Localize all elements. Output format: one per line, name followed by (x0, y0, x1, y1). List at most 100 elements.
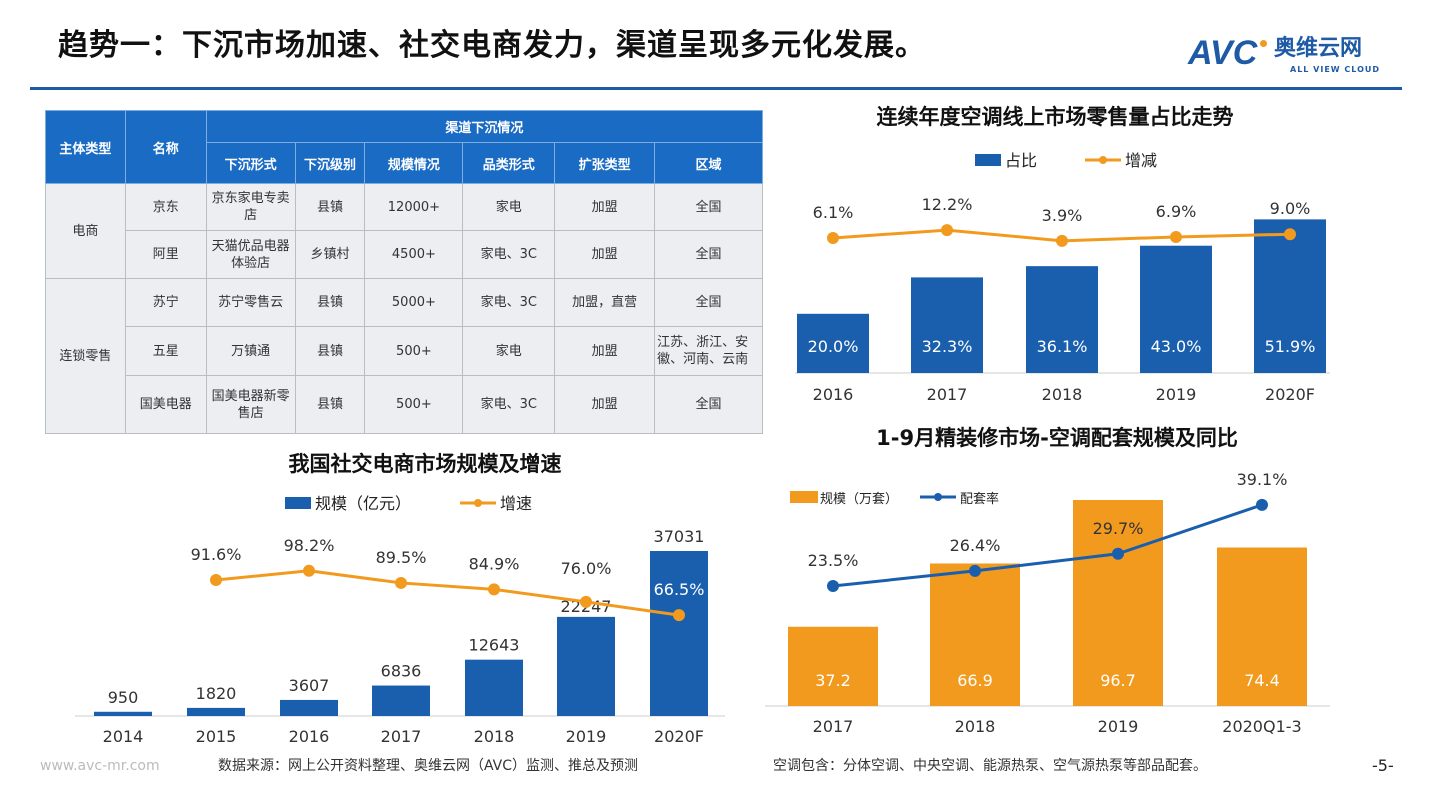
chart-title-decoration: 1-9月精装修市场-空调配套规模及同比 (876, 426, 1238, 450)
bar-value-label: 51.9% (1265, 337, 1316, 356)
table-cell: 全国 (654, 230, 763, 279)
bar-value-label: 36.1% (1037, 337, 1088, 356)
bar (187, 707, 245, 716)
legend-bar-swatch (285, 497, 311, 509)
x-tick-label: 2018 (1042, 385, 1083, 404)
table-cell: 全国 (654, 183, 763, 231)
logo-en: ALL VIEW CLOUD (1290, 65, 1381, 74)
x-tick-label: 2018 (955, 717, 996, 736)
line-value-label: 39.1% (1237, 470, 1288, 489)
line-point (1256, 498, 1268, 511)
table-cell: 江苏、浙江、安徽、河南、云南 (654, 326, 763, 376)
bar-value-label: 950 (108, 688, 139, 707)
bar-value-label: 20.0% (808, 337, 859, 356)
table-cell: 全国 (654, 375, 763, 434)
table-cell: 京东 (124, 183, 207, 231)
table-row: 五星 万镇通 县镇 500+ 家电 加盟 江苏、浙江、安徽、河南、云南 (46, 326, 763, 376)
bar (465, 659, 523, 716)
logo-cn: 奥维云网 (1274, 36, 1363, 61)
line-point (827, 232, 839, 244)
bar-value-label: 32.3% (922, 337, 973, 356)
bar (911, 277, 983, 373)
x-tick-label: 2016 (813, 385, 854, 404)
legend-bar-label: 占比 (1005, 151, 1037, 170)
table-cell: 加盟 (554, 375, 656, 434)
table-row: 连锁零售 苏宁 苏宁零售云 县镇 5000+ 家电、3C 加盟，直营 全国 (45, 278, 763, 434)
table-cell: 500+ (364, 326, 464, 376)
bar-value-label: 6836 (381, 662, 422, 681)
line-point (827, 580, 839, 592)
table-row: 国美电器 国美电器新零售店 县镇 500+ 家电、3C 加盟 全国 (46, 375, 763, 434)
chart-title-social-ecommerce: 我国社交电商市场规模及增速 (288, 452, 562, 476)
table-cell: 加盟 (554, 183, 656, 231)
header-cell: 区域 (654, 142, 763, 184)
x-tick-label: 2019 (1156, 385, 1197, 404)
bar (372, 685, 430, 716)
table-cell: 五星 (124, 326, 207, 376)
x-tick-label: 2020Q1-3 (1222, 717, 1301, 736)
bar-value-label: 74.4 (1244, 671, 1280, 690)
bar-value-label: 43.0% (1151, 337, 1202, 356)
bar-value-label: 3607 (289, 676, 330, 695)
bar-value-label: 37031 (654, 527, 705, 546)
line-value-label: 6.1% (813, 203, 854, 222)
line-value-label: 6.9% (1156, 202, 1197, 221)
x-tick-label: 2019 (1098, 717, 1139, 736)
table-cell: 家电 (462, 183, 556, 231)
table-cell: 加盟，直营 (554, 278, 656, 327)
bar (1026, 266, 1098, 373)
table-cell: 4500+ (364, 230, 464, 279)
x-tick-label: 2017 (813, 717, 854, 736)
bar (280, 699, 338, 716)
table-cell: 县镇 (294, 375, 366, 434)
bar-value-label: 1820 (196, 684, 237, 703)
line-value-label: 23.5% (808, 551, 859, 570)
bar-value-label: 12643 (469, 636, 520, 655)
table-cell: 加盟 (554, 326, 656, 376)
logo-dot-icon (1260, 40, 1267, 47)
group-header: 渠道下沉情况 (205, 110, 764, 143)
x-tick-label: 2020F (1265, 385, 1315, 404)
cell-type: 连锁零售 (45, 278, 126, 434)
table-cell: 万镇通 (205, 326, 296, 376)
header-cell: 下沉级别 (294, 142, 366, 184)
line-point (210, 574, 222, 586)
line-point (969, 564, 981, 577)
table-cell: 5000+ (364, 278, 464, 327)
chart-title-online-share: 连续年度空调线上市场零售量占比走势 (876, 105, 1234, 129)
table-row: 电商 京东 京东家电专卖店 县镇 12000+ 家电 加盟 全国 (45, 183, 763, 279)
line-value-label: 12.2% (922, 195, 973, 214)
bar (557, 616, 615, 716)
x-tick-label: 2016 (289, 727, 330, 746)
x-tick-label: 2019 (566, 727, 607, 746)
x-tick-label: 2015 (196, 727, 237, 746)
channel-table: 主体类型 名称 渠道下沉情况 下沉形式 下沉级别 规模情况 品类形式 扩张类型 … (45, 110, 764, 434)
legend-bar-label: 规模（亿元） (315, 494, 411, 513)
bar (1217, 547, 1307, 706)
table-cell: 家电 (462, 326, 556, 376)
page-title: 趋势一：下沉市场加速、社交电商发力，渠道呈现多元化发展。 (58, 28, 926, 63)
footer-source: 数据来源：网上公开资料整理、奥维云网（AVC）监测、推总及预测 (218, 758, 639, 774)
legend-line-marker (1099, 156, 1107, 164)
footer-url: www.avc-mr.com (40, 758, 160, 774)
line-value-label: 66.5% (654, 580, 705, 599)
x-tick-label: 2020F (654, 727, 704, 746)
line-value-label: 29.7% (1093, 519, 1144, 538)
legend-line-label: 配套率 (960, 491, 999, 507)
series-line (832, 503, 1263, 588)
line-point (941, 224, 953, 237)
line-value-label: 76.0% (561, 559, 612, 578)
line-value-label: 91.6% (191, 545, 242, 564)
footer-note: 空调包含：分体空调、中央空调、能源热泵、空气源热泵等部品配套。 (773, 758, 1207, 774)
line-value-label: 9.0% (1270, 199, 1311, 218)
legend-line-marker (474, 499, 482, 507)
table-cell: 家电、3C (462, 375, 556, 434)
header-divider (30, 87, 1402, 90)
line-value-label: 89.5% (376, 548, 427, 567)
bar-value-label: 96.7 (1100, 671, 1136, 690)
series-line (215, 569, 680, 617)
x-tick-label: 2018 (474, 727, 515, 746)
bar (788, 626, 878, 706)
table-cell: 乡镇村 (294, 230, 366, 279)
line-point (1112, 547, 1124, 560)
